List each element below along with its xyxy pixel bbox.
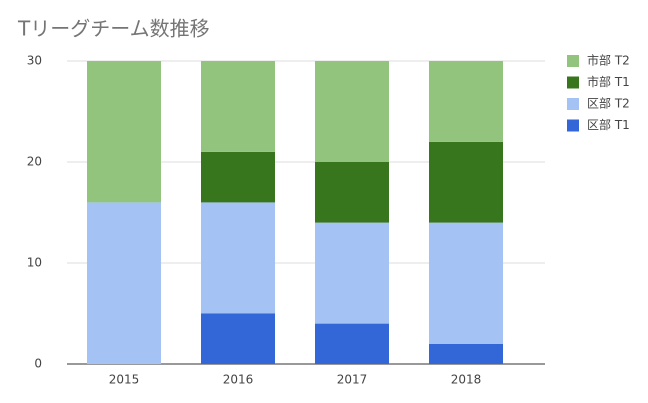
bar-segment bbox=[429, 343, 503, 364]
legend-label: 市部 T1 bbox=[587, 74, 630, 89]
x-tick-label: 2018 bbox=[451, 373, 482, 387]
legend-label: 市部 T2 bbox=[587, 53, 630, 68]
bar-segment bbox=[201, 61, 275, 152]
bar-segment bbox=[315, 61, 389, 162]
bar-segment bbox=[315, 162, 389, 223]
legend-label: 区部 T2 bbox=[587, 96, 630, 111]
bar-segment bbox=[315, 222, 389, 324]
bar-segment bbox=[429, 222, 503, 344]
bar-segment bbox=[201, 151, 275, 203]
bar-segment bbox=[201, 313, 275, 364]
x-tick-label: 2015 bbox=[109, 373, 140, 387]
bar-segment bbox=[429, 61, 503, 142]
bar-segment bbox=[201, 202, 275, 314]
legend-swatch bbox=[567, 98, 579, 110]
y-tick-label: 0 bbox=[34, 357, 42, 371]
bar-segment bbox=[87, 202, 161, 364]
legend-swatch bbox=[567, 76, 579, 89]
legend-label: 区部 T1 bbox=[587, 117, 630, 132]
legend-swatch bbox=[567, 119, 579, 132]
y-tick-label: 20 bbox=[27, 155, 42, 169]
bar-segment bbox=[87, 61, 161, 203]
legend-swatch bbox=[567, 55, 579, 67]
chart-title: Tリーグチーム数推移 bbox=[17, 17, 210, 41]
x-tick-label: 2016 bbox=[223, 373, 254, 387]
y-tick-label: 30 bbox=[27, 54, 42, 68]
x-tick-label: 2017 bbox=[337, 373, 368, 387]
y-tick-label: 10 bbox=[27, 256, 42, 270]
bar-segment bbox=[315, 323, 389, 364]
bar-segment bbox=[429, 141, 503, 223]
